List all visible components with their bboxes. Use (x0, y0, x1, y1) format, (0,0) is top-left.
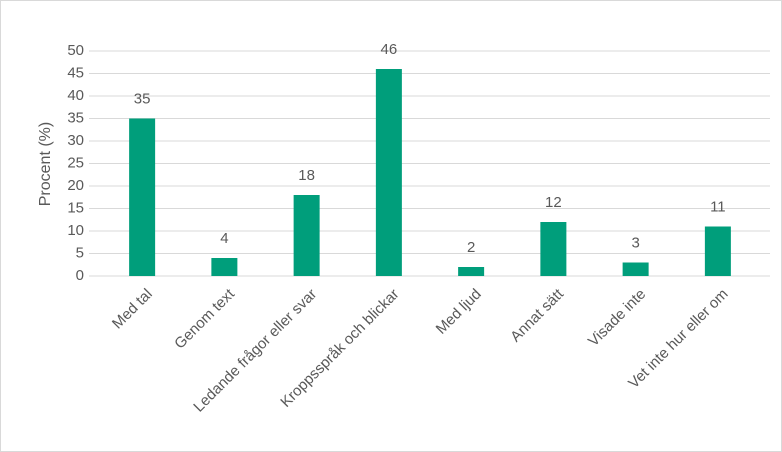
data-label: 18 (298, 167, 315, 184)
bar (293, 195, 320, 276)
data-label: 12 (545, 194, 562, 211)
bar (375, 69, 402, 276)
y-tick-label: 5 (76, 244, 84, 261)
y-tick-label: 15 (67, 199, 84, 216)
data-label: 4 (220, 230, 228, 247)
data-label: 2 (467, 239, 475, 256)
y-tick-label: 45 (67, 64, 84, 81)
y-axis-label: Procent (%) (37, 122, 54, 206)
y-tick-label: 35 (67, 109, 84, 126)
y-tick-label: 20 (67, 177, 84, 194)
bar (458, 267, 485, 276)
bar (540, 222, 567, 276)
bar (622, 262, 649, 276)
y-tick-label: 40 (67, 87, 84, 104)
bar (211, 258, 238, 276)
y-tick-label: 25 (67, 154, 84, 171)
data-label: 3 (631, 234, 639, 251)
data-label: 35 (134, 90, 151, 107)
bar (129, 118, 156, 276)
data-label: 11 (710, 198, 726, 215)
data-label: 46 (381, 41, 398, 58)
y-tick-label: 50 (67, 42, 84, 59)
y-tick-label: 10 (67, 222, 84, 239)
bar (704, 226, 731, 276)
y-tick-label: 30 (67, 132, 84, 149)
y-tick-label: 0 (76, 267, 84, 284)
